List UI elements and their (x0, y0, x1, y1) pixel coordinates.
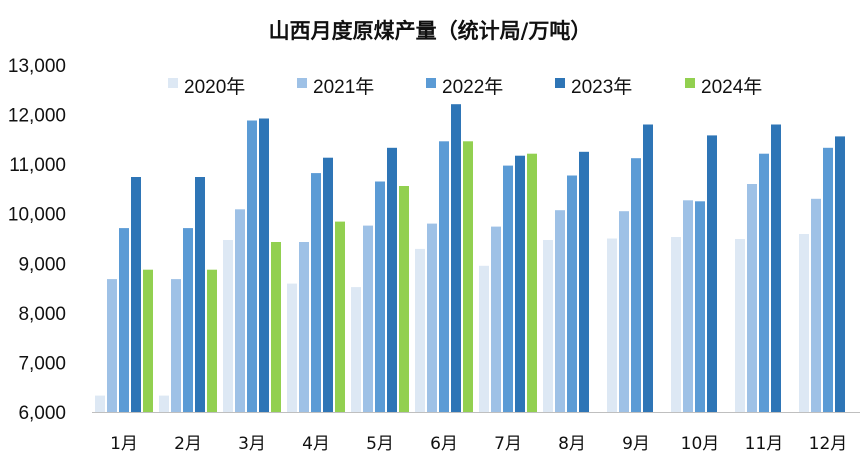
x-tick-label: 2月 (174, 434, 202, 454)
bar (143, 269, 153, 412)
bar (183, 228, 193, 412)
bar (671, 237, 681, 412)
y-tick-label: 6,000 (18, 403, 66, 424)
bar (707, 135, 717, 412)
bar (835, 136, 845, 412)
bar (619, 211, 629, 412)
legend-label: 2021年 (313, 76, 374, 98)
y-axis-ticks: 6,000 7,000 8,000 9,000 10,000 11,000 12,000 13… (8, 56, 66, 424)
bar (579, 151, 589, 413)
bar (131, 177, 141, 412)
bar (259, 118, 269, 412)
bar (247, 120, 257, 412)
y-tick-label: 13,000 (8, 56, 66, 77)
bar (479, 265, 489, 412)
bar (555, 210, 565, 412)
bar (771, 124, 781, 412)
bar (399, 186, 409, 412)
legend-swatch (426, 78, 436, 88)
legend: 2020年 2021年 2022年 2023年 2024年 (168, 76, 762, 98)
legend-label: 2024年 (701, 76, 762, 98)
bar (351, 287, 361, 412)
y-tick-label: 7,000 (18, 353, 66, 374)
bar (799, 234, 809, 412)
bar (95, 395, 105, 412)
bar (299, 242, 309, 412)
bar (171, 279, 181, 412)
bar (811, 198, 821, 412)
chart-title: 山西月度原煤产量（统计局/万吨） (269, 19, 592, 43)
bar (195, 177, 205, 412)
bar (159, 395, 169, 412)
bar (747, 184, 757, 412)
bar (363, 225, 373, 412)
y-tick-label: 10,000 (8, 205, 66, 226)
bar (643, 124, 653, 412)
y-tick-label: 8,000 (18, 304, 66, 325)
bar (415, 248, 425, 412)
x-tick-label: 4月 (302, 434, 330, 454)
bar (759, 153, 769, 412)
bar (567, 175, 577, 412)
x-tick-label: 12月 (809, 434, 848, 454)
bar (387, 147, 397, 413)
y-tick-label: 9,000 (18, 254, 66, 275)
legend-swatch (168, 78, 178, 88)
bar (223, 240, 233, 412)
bar (451, 104, 461, 412)
bar (323, 157, 333, 412)
bar (607, 238, 617, 412)
x-tick-label: 3月 (238, 434, 266, 454)
bar (375, 181, 385, 412)
bars (95, 104, 845, 413)
x-tick-label: 9月 (622, 434, 650, 454)
x-tick-label: 5月 (366, 434, 394, 454)
legend-label: 2023年 (571, 76, 632, 98)
bar (543, 240, 553, 412)
bar (335, 221, 345, 412)
x-tick-label: 8月 (558, 434, 586, 454)
bar (683, 200, 693, 412)
x-tick-label: 11月 (745, 434, 784, 454)
bar (491, 226, 501, 412)
legend-swatch (685, 78, 695, 88)
x-tick-label: 10月 (681, 434, 720, 454)
bar (503, 165, 513, 412)
bar (207, 269, 217, 412)
bar (823, 147, 833, 413)
bar (735, 239, 745, 412)
bar (119, 228, 129, 412)
legend-label: 2020年 (184, 76, 245, 98)
bar (463, 141, 473, 413)
bar (311, 173, 321, 412)
bar (527, 153, 537, 412)
bar (271, 242, 281, 412)
x-axis-categories: 1月 2月 3月 4月 5月 6月 7月 8月 9月 10月 11月 12月 (110, 434, 847, 454)
bar (439, 141, 449, 413)
legend-swatch (297, 78, 307, 88)
x-tick-label: 6月 (430, 434, 458, 454)
bar (631, 158, 641, 412)
bar (695, 201, 705, 412)
x-tick-label: 7月 (494, 434, 522, 454)
bar (427, 223, 437, 412)
legend-label: 2022年 (442, 76, 503, 98)
x-tick-label: 1月 (110, 434, 138, 454)
y-tick-label: 12,000 (8, 106, 66, 127)
bar (515, 155, 525, 412)
legend-swatch (555, 78, 565, 88)
bar (107, 279, 117, 412)
bar (287, 283, 297, 412)
y-tick-label: 11,000 (9, 155, 66, 176)
bar (235, 209, 245, 412)
